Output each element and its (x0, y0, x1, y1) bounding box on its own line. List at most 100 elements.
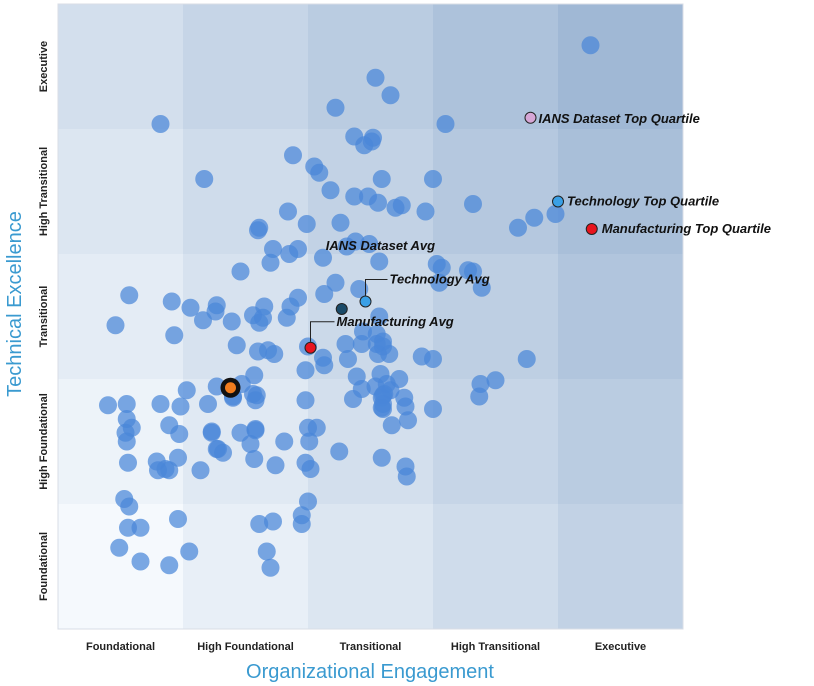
data-point (245, 450, 264, 468)
benchmark-label: IANS Dataset Avg (326, 238, 435, 253)
data-point (525, 208, 544, 227)
benchmark-label: Manufacturing Avg (337, 314, 454, 329)
data-point (381, 86, 400, 105)
data-point (202, 423, 221, 442)
data-point (119, 453, 137, 472)
data-point (165, 326, 184, 345)
data-point (207, 296, 226, 315)
data-point (99, 396, 117, 415)
data-point (195, 170, 214, 188)
y-axis-ticks: Foundational High Foundational Transitiona… (38, 41, 50, 601)
data-point (314, 248, 332, 267)
data-point (250, 218, 269, 237)
data-point (464, 262, 482, 281)
grid-cell-4-0 (558, 504, 683, 629)
data-point (424, 170, 442, 188)
data-point (177, 381, 196, 400)
data-point (149, 461, 167, 480)
x-tick-label: Transitional (340, 641, 402, 653)
x-tick-label: High Transitional (451, 641, 540, 653)
data-point (432, 258, 451, 277)
grid-cell-0-3 (58, 129, 183, 254)
grid-cell-4-1 (558, 379, 683, 504)
benchmark-marker (304, 341, 317, 354)
x-tick-label: Executive (595, 641, 646, 653)
callout-leader (365, 279, 388, 296)
data-point (119, 518, 137, 537)
data-point (372, 448, 391, 467)
data-point (299, 492, 317, 511)
data-point (117, 432, 136, 451)
data-point (517, 350, 536, 368)
grid-cell-3-3 (433, 129, 558, 254)
y-tick-label: Executive (38, 41, 50, 92)
benchmark-label: Technology Avg (390, 272, 490, 287)
data-point (372, 170, 391, 188)
data-point (374, 400, 392, 418)
data-point (315, 356, 334, 375)
grid-cell-4-3 (558, 129, 683, 254)
data-point (261, 253, 280, 272)
data-point (227, 336, 246, 355)
data-point (424, 350, 442, 368)
data-point (350, 280, 369, 298)
grid-cell-3-4 (433, 4, 558, 129)
data-point (315, 285, 334, 303)
data-point (181, 298, 200, 317)
benchmark-marker (359, 295, 372, 308)
data-point (370, 307, 389, 326)
data-point (151, 115, 170, 133)
dot-layer (99, 36, 600, 577)
data-point (231, 262, 250, 281)
data-point (169, 510, 187, 528)
grid-cell-2-4 (308, 4, 433, 129)
benchmark-label: Manufacturing Top Quartile (602, 221, 771, 236)
data-point (194, 311, 212, 330)
y-tick-label: High Transitional (38, 147, 50, 236)
data-point (250, 515, 269, 533)
benchmark-marker (552, 195, 564, 208)
data-point (279, 202, 297, 221)
data-point (292, 506, 311, 525)
grid-cell-2-0 (308, 504, 433, 629)
callout-leader (310, 321, 335, 342)
grid-cell-4-4 (558, 4, 683, 129)
grid-cell-4-2 (558, 254, 683, 379)
data-point (162, 292, 181, 311)
benchmark-markers: IANS Dataset Avg Technology Avg Manufactur… (304, 111, 771, 354)
data-point (336, 335, 355, 353)
data-point (300, 432, 319, 451)
data-point (424, 400, 442, 418)
data-point (122, 418, 141, 437)
data-point (120, 497, 139, 516)
x-tick-label: High Foundational (197, 641, 294, 653)
data-point (264, 512, 282, 531)
x-axis-title: Organizational Engagement (246, 661, 494, 683)
benchmark-marker (524, 111, 537, 124)
data-point (345, 187, 364, 206)
data-point (344, 390, 362, 408)
data-point (331, 213, 350, 232)
data-point (430, 273, 449, 292)
benchmark-label: Technology Top Quartile (567, 194, 719, 209)
benchmark-marker (585, 223, 598, 235)
grid-cell-3-2 (433, 254, 558, 379)
data-point (470, 387, 489, 406)
data-point (396, 457, 415, 476)
data-point (209, 440, 227, 458)
x-axis-ticks: Foundational High Foundational Transitiona… (86, 641, 646, 653)
data-point (169, 448, 187, 467)
data-point (307, 418, 326, 437)
data-point (354, 322, 372, 341)
data-point (472, 278, 491, 297)
data-point (120, 286, 139, 305)
data-point (284, 146, 302, 165)
data-point (296, 391, 315, 410)
grid-cell-0-4 (58, 4, 183, 129)
data-point (257, 542, 276, 561)
data-point (131, 552, 150, 571)
data-point (106, 316, 125, 335)
data-point (264, 240, 282, 258)
data-point (222, 312, 241, 331)
